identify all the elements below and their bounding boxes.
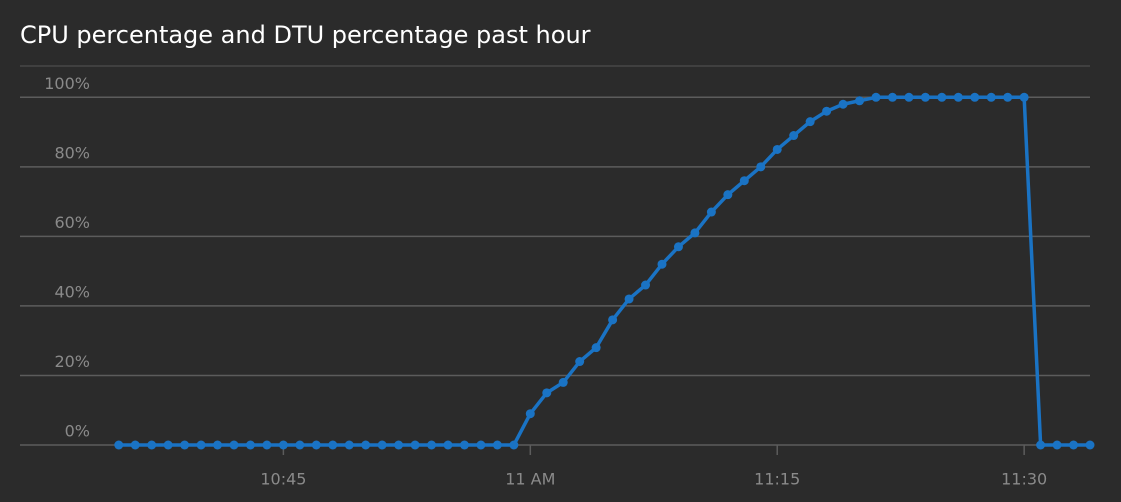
chart-title: CPU percentage and DTU percentage past h… xyxy=(20,21,591,49)
data-point xyxy=(690,228,700,238)
data-point xyxy=(180,440,190,450)
data-point xyxy=(871,92,881,102)
data-point xyxy=(887,92,897,102)
data-line xyxy=(118,95,1090,447)
data-point xyxy=(492,440,502,450)
data-point xyxy=(822,106,832,116)
data-point xyxy=(459,440,469,450)
data-point xyxy=(789,131,799,141)
data-point xyxy=(756,162,766,172)
data-point xyxy=(1069,440,1079,450)
data-point xyxy=(196,440,206,450)
data-point xyxy=(1019,92,1029,102)
data-point xyxy=(509,440,519,450)
data-point xyxy=(394,440,404,450)
y-tick-label: 40% xyxy=(54,282,90,301)
data-point xyxy=(953,92,963,102)
data-point xyxy=(608,315,618,325)
data-point xyxy=(904,92,914,102)
data-point xyxy=(361,440,371,450)
y-tick-label: 100% xyxy=(44,74,90,93)
data-point xyxy=(558,377,568,387)
data-point xyxy=(130,440,140,450)
data-point xyxy=(1052,440,1062,450)
data-point xyxy=(838,99,848,109)
data-point xyxy=(970,92,980,102)
data-point xyxy=(739,176,749,186)
data-point xyxy=(262,440,272,450)
data-point xyxy=(344,440,354,450)
data-point xyxy=(673,242,683,252)
data-point xyxy=(278,440,288,450)
data-point xyxy=(723,190,733,200)
data-point xyxy=(114,440,124,450)
data-point xyxy=(575,357,585,367)
data-point xyxy=(328,440,338,450)
data-point xyxy=(1036,440,1046,450)
data-point xyxy=(706,207,716,217)
data-point xyxy=(476,440,486,450)
y-tick-label: 0% xyxy=(65,422,90,441)
data-point xyxy=(805,117,815,127)
data-point xyxy=(542,388,552,398)
data-point xyxy=(525,409,535,419)
x-tick-label: 11:30 xyxy=(1001,470,1047,489)
data-point xyxy=(641,280,651,290)
data-point xyxy=(377,440,387,450)
data-point xyxy=(772,144,782,154)
y-tick-label: 20% xyxy=(54,352,90,371)
data-point xyxy=(410,440,420,450)
x-tick-label: 10:45 xyxy=(260,470,306,489)
data-point xyxy=(1003,92,1013,102)
data-point xyxy=(937,92,947,102)
data-point xyxy=(920,92,930,102)
data-point xyxy=(986,92,996,102)
data-point xyxy=(311,440,321,450)
data-point xyxy=(229,440,239,450)
data-point xyxy=(657,259,667,269)
data-point xyxy=(855,96,865,106)
x-tick-label: 11:15 xyxy=(754,470,800,489)
data-point xyxy=(245,440,255,450)
x-tick-label: 11 AM xyxy=(505,470,555,489)
data-point xyxy=(443,440,453,450)
data-point xyxy=(427,440,437,450)
data-point xyxy=(295,440,305,450)
data-point xyxy=(591,343,601,353)
data-point xyxy=(163,440,173,450)
data-point xyxy=(1085,440,1095,450)
y-tick-label: 60% xyxy=(54,213,90,232)
data-point xyxy=(213,440,223,450)
data-point xyxy=(147,440,157,450)
y-tick-label: 80% xyxy=(54,143,90,162)
data-point xyxy=(624,294,634,304)
